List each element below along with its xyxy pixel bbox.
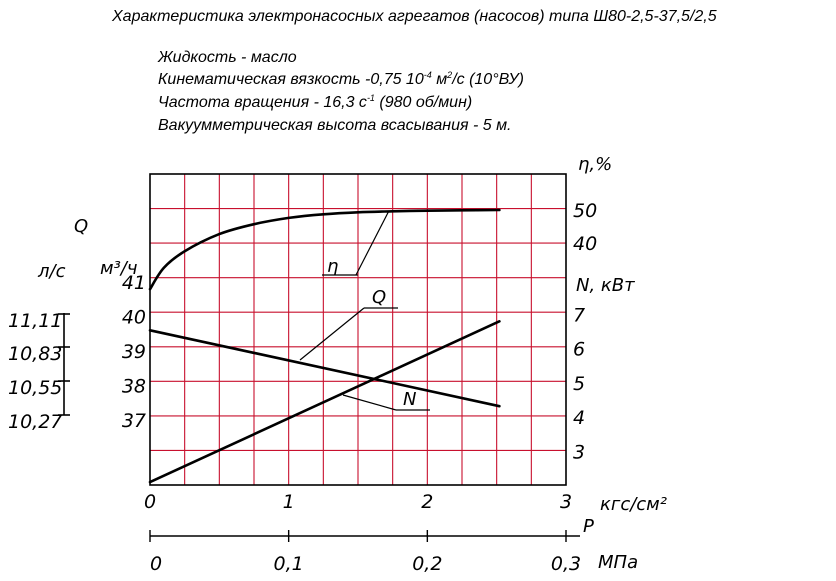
eta-leader <box>355 211 390 276</box>
series-line-q <box>148 329 501 408</box>
q-ls-unit: л/с <box>37 261 66 282</box>
speed-exponent: -1 <box>366 93 375 103</box>
suction-line: Вакуумметрическая высота всасывания - 5 … <box>158 117 512 134</box>
mpa-tick-label: 0,1 <box>274 553 304 575</box>
q-m3h-tick-label: 41 <box>122 272 146 294</box>
chart-grid <box>150 174 566 485</box>
series-label-eta: η <box>327 256 338 277</box>
power-tick-label: 3 <box>573 441 585 463</box>
eta-tick-label: 40 <box>573 233 597 255</box>
q-m3h-unit: м³/ч <box>100 258 138 279</box>
curve-leaders: η Q N <box>299 211 430 411</box>
x-tick-label: 0 <box>144 491 156 513</box>
x-tick-label: 2 <box>421 491 433 513</box>
x-axis-variable: P <box>583 516 594 537</box>
power-axis-title: N, кВт <box>576 275 635 296</box>
viscosity-line: Кинематическая вязкость -0,75 10-4 м2/с … <box>158 70 524 90</box>
series-label-q: Q <box>372 287 386 308</box>
viscosity-suffix: /с (10°ВУ) <box>452 71 524 88</box>
speed-line: Частота вращения - 16,3 с-1 (980 об/мин) <box>158 93 472 113</box>
x-tick-label: 1 <box>283 491 295 513</box>
x-axis-secondary-unit: МПа <box>598 552 638 573</box>
speed-text: Частота вращения - 16,3 с <box>158 94 367 111</box>
x-tick-label: 3 <box>560 491 572 513</box>
q-m3h-tick-label: 38 <box>122 376 146 398</box>
q-m3h-tick-label: 40 <box>122 307 146 329</box>
q-ls-tick-label: 10,55 <box>8 377 62 399</box>
q-m3h-tick-label: 39 <box>122 341 146 363</box>
power-tick-label: 4 <box>573 407 585 429</box>
axis-tick-labels: 40 50 3 4 5 6 7 37 38 39 40 41 0 1 2 3 0 0,1 0,2 0,3 11,11 10… <box>8 200 597 575</box>
mpa-tick-label: 0,2 <box>412 553 442 575</box>
power-tick-label: 7 <box>573 305 585 327</box>
viscosity-exponent: -4 <box>423 70 432 80</box>
mpa-tick-label: 0,3 <box>551 553 581 575</box>
n-leader <box>342 394 397 411</box>
chart-series <box>148 208 501 484</box>
viscosity-unit: м <box>431 71 448 88</box>
chart-title: Характеристика электронасосных агрегатов… <box>112 8 717 25</box>
q-ls-tick-label: 11,11 <box>8 310 62 332</box>
x-axis-unit: кгс/см² <box>600 494 667 515</box>
speed-suffix: (980 об/мин) <box>374 94 473 111</box>
q-ls-tick-label: 10,83 <box>8 343 62 365</box>
mpa-tick-label: 0 <box>150 553 162 575</box>
eta-tick-label: 50 <box>573 200 597 222</box>
power-tick-label: 6 <box>573 339 585 361</box>
power-tick-label: 5 <box>573 373 585 395</box>
series-label-n: N <box>403 389 416 410</box>
q-leader <box>299 307 365 361</box>
viscosity-text: Кинематическая вязкость -0,75 10 <box>158 71 424 88</box>
q-axis-title: Q <box>74 216 88 237</box>
series-line-eta <box>148 208 501 291</box>
q-ls-tick-label: 10,27 <box>8 411 62 433</box>
liquid-line: Жидкость - масло <box>158 49 297 66</box>
eta-axis-title: η,% <box>578 154 612 175</box>
series-line-n <box>148 320 501 484</box>
q-m3h-tick-label: 37 <box>122 410 146 432</box>
viscosity-unit-exponent: 2 <box>447 70 453 80</box>
